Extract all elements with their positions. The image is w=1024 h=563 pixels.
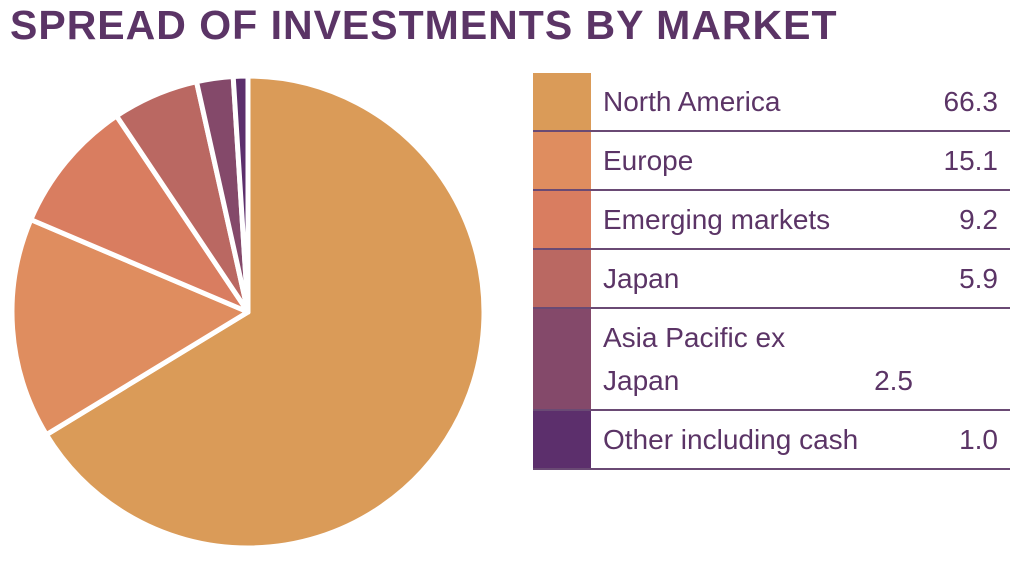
pie-slice: [230, 73, 251, 315]
legend-label: North America: [603, 86, 781, 117]
value-label: 2.5: [874, 365, 913, 396]
legend-swatch: [533, 309, 591, 409]
value-label: 66.3: [943, 86, 999, 117]
pie-chart: [9, 73, 487, 551]
value-label: 15.1: [943, 145, 999, 176]
legend-label: Emerging markets: [603, 204, 831, 235]
legend-row: Emerging markets 9.2: [533, 191, 1010, 250]
legend-row: Europe 15.1: [533, 132, 1010, 191]
pie-slice: [28, 113, 251, 315]
legend-swatch: [533, 191, 591, 248]
legend-swatch: [533, 132, 591, 189]
legend-row: North America 66.3: [533, 73, 1010, 132]
legend-swatch: [533, 250, 591, 307]
legend: North America 66.3 Europe 15.1 Emerging mark…: [533, 73, 1010, 470]
value-label: 9.2: [959, 204, 998, 235]
legend-row: Asia Pacific ex Japan 2.5: [533, 309, 1010, 411]
value-label: 5.9: [959, 263, 998, 294]
pie-slice: [9, 217, 251, 438]
legend-label: Other including cash: [603, 424, 859, 455]
pie-slice: [43, 73, 487, 551]
legend-row: Japan 5.9: [533, 250, 1010, 309]
legend-label: Europe: [603, 145, 694, 176]
legend-swatch: [533, 73, 591, 130]
chart-title: SPREAD OF INVESTMENTS BY MARKET: [10, 2, 838, 48]
legend-label: Asia Pacific ex Japan: [603, 322, 786, 396]
value-label: 1.0: [959, 424, 998, 455]
legend-row: Other including cash 1.0: [533, 411, 1010, 470]
legend-swatch: [533, 411, 591, 468]
legend-label: Japan: [603, 263, 680, 294]
